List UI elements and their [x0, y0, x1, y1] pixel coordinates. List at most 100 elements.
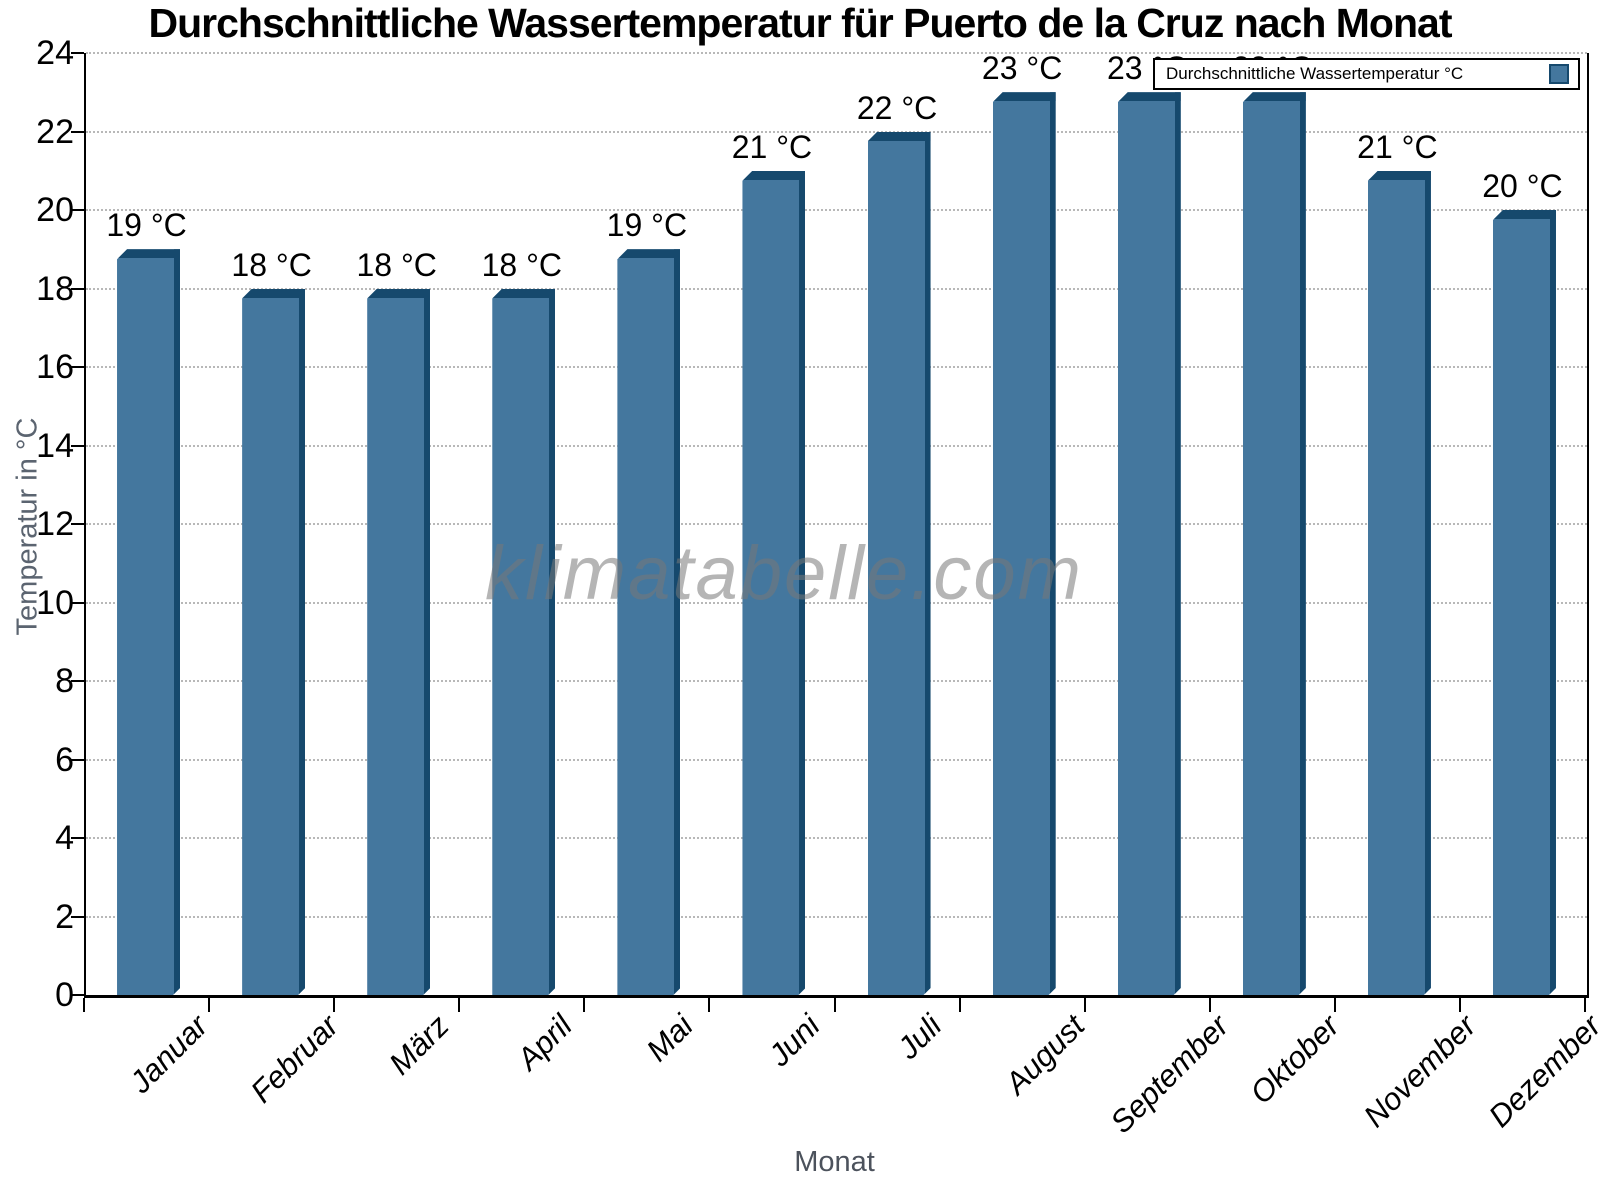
bar-value-label: 20 °C: [1482, 168, 1563, 204]
x-tick-label-Juni: Juni: [761, 1008, 827, 1073]
bar-top-edge: [117, 249, 180, 258]
x-tick-label-Februar: Februar: [243, 1008, 345, 1110]
gridline-y-2: [86, 915, 1587, 918]
bar-Dezember: [1493, 210, 1556, 995]
x-tick-mark: [1584, 998, 1586, 1012]
gridline-y-12: [86, 523, 1587, 525]
bar-top-edge: [1243, 92, 1306, 101]
y-tick-label: 2: [55, 897, 74, 936]
bar-right-edge: [925, 132, 931, 996]
gridline-y-6: [86, 758, 1587, 761]
bar-right-edge: [424, 289, 430, 996]
bar-Oktober: [1243, 92, 1306, 995]
y-tick-mark: [71, 915, 84, 918]
plot-area: [84, 52, 1589, 998]
bar-value-label: 18 °C: [481, 246, 562, 283]
bar-right-edge: [1300, 92, 1306, 995]
gridline-y-18: [86, 287, 1587, 290]
x-tick-label-Dezember: Dezember: [1481, 1008, 1600, 1134]
x-tick-mark: [83, 998, 85, 1012]
x-tick-mark: [833, 998, 836, 1012]
bar-Juli: [868, 132, 931, 996]
bar-right-edge: [549, 289, 555, 996]
bar-right-edge: [1425, 171, 1431, 995]
bar-right-edge: [1175, 92, 1181, 995]
bar-Februar: [242, 289, 305, 996]
x-tick-label-Juli: Juli: [890, 1008, 949, 1066]
x-tick-label-Januar: Januar: [123, 1008, 215, 1100]
y-tick-label: 0: [55, 976, 74, 1014]
legend-label: Durchschnittliche Wassertemperatur °C: [1166, 64, 1464, 83]
y-tick-label: 18: [36, 269, 74, 308]
bar-value-label: 22 °C: [856, 89, 938, 126]
y-tick-label: 10: [36, 583, 74, 622]
x-tick-mark: [1083, 998, 1086, 1012]
bar-August: [993, 92, 1056, 995]
bar-top-edge: [367, 289, 430, 298]
x-tick-label-April: April: [509, 1008, 579, 1077]
gridline-y-10: [86, 601, 1587, 604]
bar-right-edge: [799, 171, 805, 995]
bar-right-edge: [674, 249, 680, 995]
bar-right-edge: [1050, 92, 1056, 995]
x-tick-mark: [1333, 998, 1336, 1012]
bar-top-edge: [1493, 210, 1556, 219]
bar-right-edge: [174, 249, 180, 995]
bar-September: [1118, 92, 1181, 995]
x-tick-mark: [333, 998, 336, 1012]
y-tick-mark: [71, 52, 84, 54]
gridline-y-24: [86, 52, 1587, 54]
y-tick-label: 12: [36, 505, 74, 543]
bar-value-label: 19 °C: [606, 207, 688, 244]
x-tick-label-November: November: [1356, 1008, 1483, 1134]
y-tick-label: 16: [36, 348, 74, 386]
bar-top-edge: [242, 289, 305, 298]
gridline-y-8: [86, 680, 1587, 682]
x-tick-mark: [1208, 998, 1211, 1012]
y-tick-mark: [71, 287, 84, 290]
gridline-y-20: [86, 209, 1587, 211]
y-tick-label: 14: [36, 426, 74, 465]
y-tick-mark: [71, 601, 84, 604]
bar-value-label: 23 °C: [981, 50, 1063, 87]
x-tick-label-September: September: [1103, 1008, 1236, 1140]
bar-value-label: 21 °C: [731, 128, 813, 165]
gridline-y-16: [86, 366, 1587, 368]
x-tick-label-März: März: [382, 1008, 456, 1082]
x-tick-mark: [208, 998, 211, 1012]
bar-right-edge: [1550, 210, 1556, 995]
bar-value-label: 18 °C: [231, 246, 312, 283]
bar-April: [492, 289, 555, 996]
legend-swatch-icon: [1549, 64, 1569, 84]
y-tick-mark: [71, 758, 84, 761]
y-tick-mark: [71, 680, 84, 682]
bar-top-edge: [1118, 92, 1181, 101]
bar-top-edge: [742, 171, 805, 180]
y-tick-label: 6: [55, 740, 74, 779]
y-tick-label: 20: [36, 191, 74, 229]
y-tick-mark: [71, 837, 84, 839]
bar-November: [1368, 171, 1431, 995]
gridline-y-14: [86, 444, 1587, 447]
bar-value-label: 19 °C: [106, 207, 187, 244]
y-tick-mark: [71, 130, 84, 133]
x-axis-title: Monat: [794, 1146, 875, 1178]
bar-top-edge: [617, 249, 680, 258]
x-tick-label-Mai: Mai: [639, 1008, 700, 1069]
y-tick-label: 24: [36, 34, 74, 72]
bar-März: [367, 289, 430, 996]
chart-title: Durchschnittliche Wassertemperatur für P…: [148, 0, 1453, 46]
x-tick-mark: [958, 998, 961, 1012]
bar-Januar: [117, 249, 180, 995]
x-tick-label-August: August: [998, 1008, 1092, 1101]
x-tick-label-Oktober: Oktober: [1243, 1008, 1346, 1111]
bar-top-edge: [492, 289, 555, 298]
y-tick-mark: [71, 209, 84, 211]
gridline-y-4: [86, 837, 1587, 839]
bar-right-edge: [299, 289, 305, 996]
gridline-y-22: [86, 130, 1587, 133]
bar-Juni: [742, 171, 805, 995]
y-tick-label: 4: [55, 819, 74, 857]
y-tick-mark: [71, 994, 84, 996]
